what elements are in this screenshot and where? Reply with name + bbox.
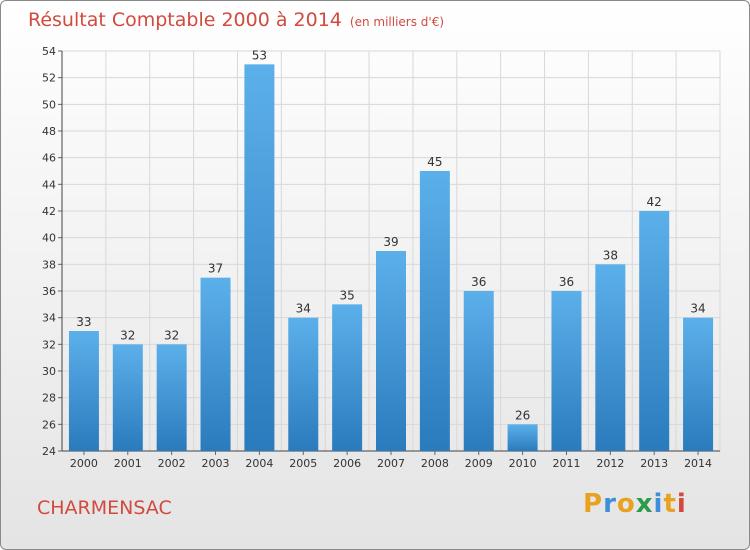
x-tick-label: 2011 <box>552 457 580 470</box>
x-tick-label: 2009 <box>465 457 493 470</box>
bar-value-label: 45 <box>427 155 442 169</box>
x-tick-label: 2012 <box>596 457 624 470</box>
logo-letter: r <box>603 489 617 519</box>
y-tick-label: 36 <box>42 285 56 298</box>
bar <box>200 277 231 451</box>
bar-value-label: 33 <box>76 315 91 329</box>
bar <box>463 291 494 451</box>
bar-value-label: 39 <box>383 235 398 249</box>
bar-value-label: 35 <box>339 288 354 302</box>
bar <box>595 264 626 451</box>
chart-subtitle: (en milliers d'€) <box>349 15 445 29</box>
bar-value-label: 53 <box>252 48 267 62</box>
bar-value-label: 32 <box>120 328 135 342</box>
bar-value-label: 26 <box>515 408 530 422</box>
x-tick-label: 2001 <box>114 457 142 470</box>
proxiti-logo[interactable]: Proxiti <box>583 489 687 519</box>
bars <box>68 64 714 452</box>
x-tick-label: 2014 <box>684 457 712 470</box>
y-tick-label: 38 <box>42 258 56 271</box>
logo-letter: x <box>635 489 654 519</box>
logo-letter: o <box>616 489 636 519</box>
bar <box>376 251 406 451</box>
bar-value-label: 38 <box>603 248 618 262</box>
y-tick-label: 52 <box>42 72 56 85</box>
logo-letter: i <box>653 489 664 519</box>
y-tick-label: 28 <box>42 392 56 405</box>
commune-name: CHARMENSAC <box>37 497 172 519</box>
x-tick-label: 2005 <box>289 457 317 470</box>
bar-value-label: 42 <box>647 195 662 209</box>
y-tick-label: 54 <box>42 45 56 58</box>
chart-title-text: Résultat Comptable 2000 à 2014 <box>28 9 342 31</box>
x-tick-label: 2007 <box>377 457 405 470</box>
x-tick-label: 2002 <box>158 457 186 470</box>
labels: 24 26 28 30 32 34 36 38 40 42 44 46 48 50 52 54 33 2000 32… <box>42 45 712 470</box>
bar-value-label: 34 <box>296 302 311 316</box>
bar <box>551 291 582 451</box>
logo-letter: t <box>663 489 677 519</box>
bar <box>244 64 275 452</box>
bar <box>332 304 363 451</box>
x-tick-label: 2000 <box>70 457 98 470</box>
x-tick-label: 2003 <box>202 457 230 470</box>
bar <box>639 211 670 451</box>
y-tick-label: 34 <box>42 312 56 325</box>
y-tick-label: 24 <box>42 445 56 458</box>
bar-value-label: 36 <box>471 275 486 289</box>
bar-value-label: 36 <box>559 275 574 289</box>
x-tick-label: 2004 <box>245 457 273 470</box>
bar <box>507 424 538 451</box>
x-tick-label: 2010 <box>509 457 537 470</box>
bar <box>288 317 319 451</box>
y-tick-label: 40 <box>42 232 56 245</box>
bar-value-label: 34 <box>690 302 705 316</box>
bar-value-label: 37 <box>208 262 223 276</box>
bar <box>156 344 187 451</box>
y-tick-label: 50 <box>42 98 56 111</box>
x-tick-label: 2013 <box>640 457 668 470</box>
bar <box>112 344 143 451</box>
logo-letter: P <box>583 489 604 519</box>
bar <box>683 317 714 451</box>
logo-letter: i <box>676 489 687 519</box>
y-tick-label: 44 <box>42 178 56 191</box>
y-tick-label: 30 <box>42 365 56 378</box>
y-tick-label: 42 <box>42 205 56 218</box>
x-tick-label: 2008 <box>421 457 449 470</box>
x-tick-label: 2006 <box>333 457 361 470</box>
bar <box>68 331 99 451</box>
y-tick-label: 32 <box>42 338 56 351</box>
bar-value-label: 32 <box>164 328 179 342</box>
chart-title: Résultat Comptable 2000 à 2014 (en millie… <box>28 9 444 31</box>
y-tick-label: 48 <box>42 125 56 138</box>
y-tick-label: 46 <box>42 152 56 165</box>
bar <box>419 171 450 451</box>
y-tick-label: 26 <box>42 418 56 431</box>
